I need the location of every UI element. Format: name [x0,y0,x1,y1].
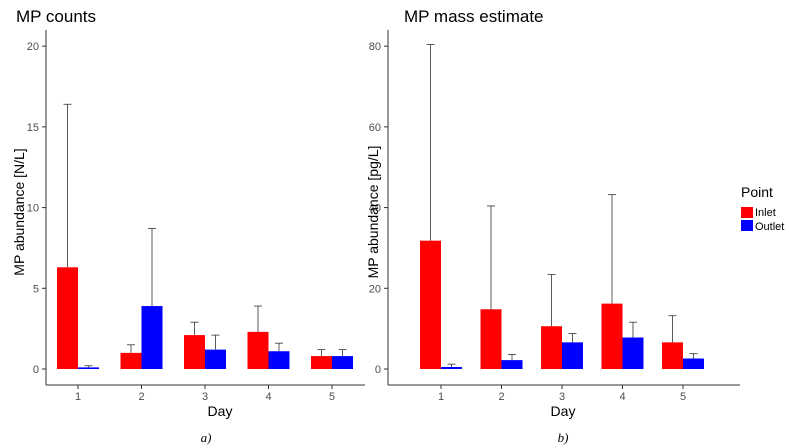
bar-outlet [141,306,163,369]
bar-outlet [622,337,644,369]
x-tick-label: 1 [75,391,81,403]
x-tick-label: 2 [498,391,504,403]
legend-label-outlet: Outlet [755,221,784,233]
y-axis-title: MP abundance [N/L] [11,148,27,275]
x-tick-label: 2 [138,391,144,403]
bar-inlet [662,342,683,369]
bar-inlet [311,356,332,369]
x-axis-title: Day [551,403,576,419]
x-tick-label: 3 [559,391,565,403]
bar-inlet [541,326,562,369]
chart-title: MP mass estimate [404,7,544,26]
legend-swatch-outlet [741,220,753,231]
x-axis-title: Day [208,403,233,419]
bar-outlet [268,351,290,369]
bar-inlet [601,303,623,369]
y-tick-label: 60 [369,122,381,134]
bar-inlet [420,240,441,369]
legend-swatch-inlet [741,207,753,218]
bar-outlet [78,367,99,369]
x-tick-label: 4 [619,391,625,403]
y-tick-label: 80 [369,41,381,53]
bar-inlet [480,309,502,369]
panel-mp-mass: MP mass estimate 0 20 40 60 80 1 2 3 4 5 Day MP a… [365,7,740,445]
bar-outlet [501,360,523,369]
bar-inlet [57,267,78,369]
x-tick-label: 1 [438,391,444,403]
y-tick-label: 20 [27,41,39,53]
bar-inlet [247,331,269,369]
bar-outlet [562,342,583,369]
legend-title: Point [741,184,773,200]
panel-mp-counts: MP counts 0 5 10 15 20 1 2 3 4 5 Day MP abundance… [11,7,365,445]
x-tick-label: 4 [265,391,271,403]
chart-title: MP counts [16,7,96,26]
legend: Point Inlet Outlet [741,184,784,233]
x-tick-label: 5 [329,391,335,403]
y-tick-label: 0 [375,364,381,376]
legend-label-inlet: Inlet [755,207,776,219]
y-tick-label: 20 [369,283,381,295]
bar-inlet [120,352,142,369]
bar-outlet [205,349,226,369]
bar-outlet [332,356,353,369]
bar-outlet [683,358,704,369]
x-tick-label: 3 [202,391,208,403]
y-tick-label: 10 [27,203,39,215]
x-tick-label: 5 [680,391,686,403]
y-tick-label: 0 [33,364,39,376]
panel-sublabel: b) [558,430,569,445]
y-tick-label: 5 [33,283,39,295]
y-tick-label: 40 [369,203,381,215]
panel-sublabel: a) [201,430,212,445]
y-tick-label: 15 [27,122,39,134]
bar-inlet [184,335,205,369]
y-axis-title: MP abundance [pg/L] [365,146,381,279]
bar-outlet [441,366,462,369]
